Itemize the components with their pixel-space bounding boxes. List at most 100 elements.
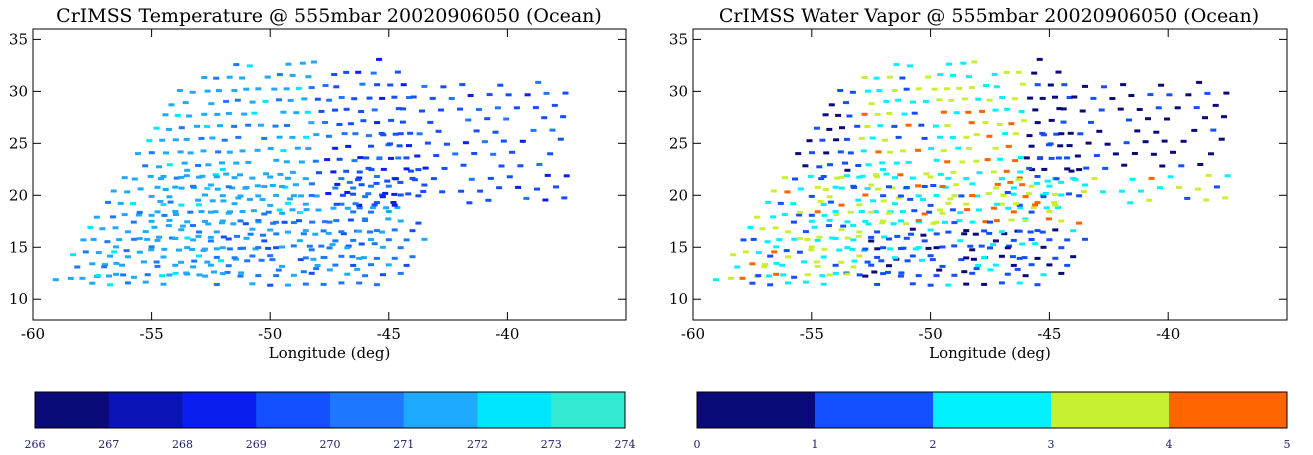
y-tick-label: 35 — [9, 30, 28, 48]
data-point — [847, 210, 854, 214]
data-point — [267, 254, 274, 258]
data-point — [842, 161, 848, 165]
data-point — [184, 246, 191, 250]
data-point — [219, 194, 226, 198]
data-point — [195, 234, 202, 238]
data-point — [887, 75, 893, 79]
data-point — [313, 133, 320, 137]
data-point — [204, 89, 211, 93]
data-point — [880, 194, 887, 198]
data-point — [166, 195, 173, 199]
data-point — [130, 202, 136, 206]
data-point — [365, 192, 372, 196]
data-point — [933, 193, 940, 197]
data-point — [249, 227, 256, 231]
data-point — [892, 202, 898, 206]
data-point — [287, 98, 294, 102]
data-point — [255, 87, 262, 91]
data-point — [153, 260, 160, 264]
colorbar-segment — [182, 392, 257, 428]
data-point — [963, 202, 970, 206]
data-point — [99, 227, 106, 231]
data-point — [379, 230, 386, 234]
data-point — [249, 282, 256, 286]
data-point — [202, 219, 208, 223]
data-point — [998, 281, 1005, 285]
data-point — [471, 152, 478, 155]
data-point — [811, 225, 818, 229]
data-point — [543, 91, 550, 95]
data-point — [823, 151, 830, 155]
data-point — [280, 149, 287, 153]
data-point — [992, 239, 999, 243]
colorbar-segment — [477, 392, 552, 428]
data-point — [819, 274, 826, 278]
data-point — [1091, 177, 1098, 181]
data-point — [937, 135, 943, 139]
data-point — [1082, 84, 1088, 88]
data-point — [218, 259, 224, 263]
data-point — [969, 182, 976, 186]
data-point — [190, 184, 197, 188]
data-point — [832, 237, 839, 240]
data-point — [836, 248, 843, 252]
data-point — [1060, 120, 1067, 124]
data-point — [202, 247, 208, 251]
data-point — [154, 238, 161, 242]
data-point — [1064, 263, 1071, 267]
data-point — [223, 172, 230, 176]
data-point — [832, 263, 839, 267]
data-point — [173, 176, 180, 180]
data-points — [712, 57, 1231, 287]
data-point — [862, 247, 869, 251]
data-point — [213, 247, 220, 251]
data-point — [855, 234, 862, 238]
data-point — [338, 281, 345, 285]
data-point — [826, 273, 833, 277]
data-point — [397, 219, 404, 223]
data-point — [1053, 132, 1060, 136]
data-point — [965, 75, 972, 79]
data-point — [802, 230, 809, 234]
data-point — [961, 270, 968, 274]
data-point — [868, 263, 875, 267]
data-point — [541, 116, 548, 120]
data-point — [1204, 91, 1211, 95]
data-point — [441, 166, 448, 170]
data-point — [992, 263, 999, 267]
data-point — [74, 265, 81, 269]
data-point — [395, 107, 402, 111]
data-point — [225, 264, 232, 268]
data-point — [211, 270, 217, 274]
data-point — [864, 125, 871, 128]
data-point — [1221, 115, 1227, 119]
data-point — [933, 246, 940, 250]
data-point — [940, 149, 947, 153]
data-point — [146, 139, 153, 143]
data-point — [481, 140, 488, 144]
data-point — [345, 144, 352, 148]
data-point — [320, 282, 327, 286]
data-point — [379, 195, 386, 199]
data-point — [1055, 206, 1061, 209]
data-point — [871, 270, 878, 274]
data-point — [273, 158, 280, 162]
data-point — [156, 235, 163, 239]
data-point — [301, 97, 308, 101]
data-point — [891, 124, 898, 128]
data-point — [838, 175, 845, 179]
data-point — [874, 175, 881, 179]
data-point — [246, 64, 253, 68]
data-point — [1045, 217, 1052, 221]
data-point — [1052, 256, 1059, 260]
y-tick-label: 10 — [9, 290, 28, 308]
data-point — [225, 112, 232, 115]
data-point — [400, 83, 407, 87]
data-point — [142, 164, 149, 168]
data-point — [864, 187, 871, 190]
data-point — [356, 256, 363, 260]
data-point — [909, 176, 916, 180]
data-point — [318, 244, 325, 248]
data-point — [911, 111, 918, 115]
data-point — [207, 235, 214, 239]
